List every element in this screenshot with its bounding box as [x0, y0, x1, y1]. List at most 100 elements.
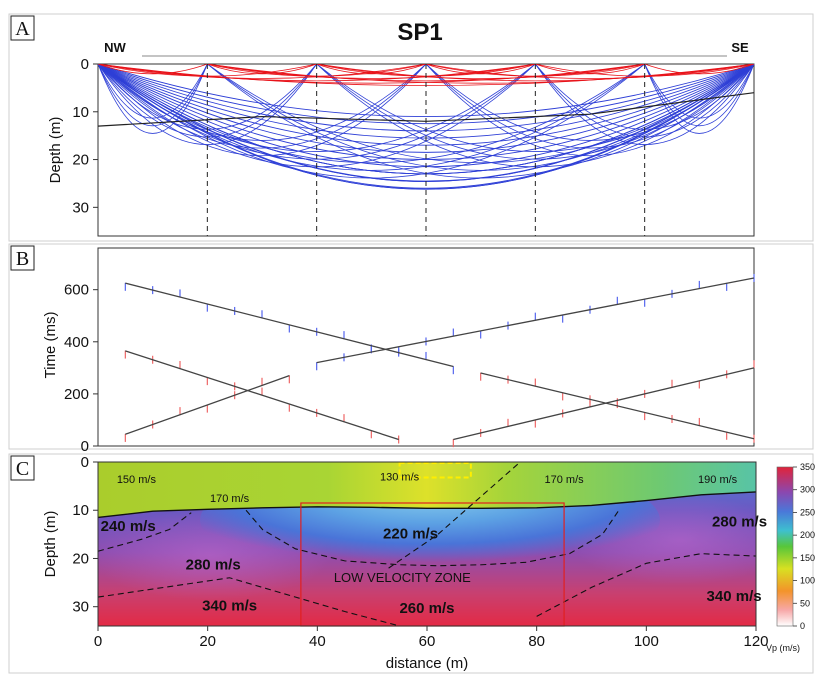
colorbar-tick-label: 300 [800, 485, 815, 495]
panel-b-frame [8, 243, 814, 450]
refractor-interface-line [97, 92, 755, 127]
y-tick-label: 30 [72, 599, 89, 616]
colorbar-tick-label: 50 [800, 598, 810, 608]
blue-ray-arc [316, 64, 755, 160]
velocity-annotation: 240 m/s [101, 518, 156, 535]
blue-ray-arc [97, 64, 755, 160]
velocity-annotation: 280 m/s [186, 557, 241, 574]
panel-a-frame [8, 13, 814, 242]
panel-a-ylabel: Depth (m) [47, 117, 64, 184]
colorbar-tick-label: 100 [800, 576, 815, 586]
blue-ray-arc [97, 64, 317, 145]
panel-c: C 150 m/s 130 m/s 170 m/s 190 m/s 170 m/s 240… [8, 453, 815, 674]
red-ray-arc [316, 64, 427, 75]
colorbar-tick-label: 0 [800, 621, 805, 631]
blue-ray-arc [644, 64, 755, 119]
panel-b-ylabel: Time (ms) [42, 312, 59, 379]
panel-c-xlabel: distance (m) [386, 655, 469, 672]
blue-ray-arc [97, 64, 755, 125]
red-ray-arc [97, 64, 427, 79]
velocity-annotation: 260 m/s [399, 600, 454, 617]
y-tick-label: 0 [81, 454, 89, 471]
x-tick-label: 80 [528, 633, 545, 650]
velocity-boundary [388, 461, 521, 569]
y-tick-label: 30 [72, 199, 89, 216]
y-tick-label: 20 [72, 550, 89, 567]
velocity-annotation: 130 m/s [380, 471, 420, 483]
blue-ray-arc [535, 64, 755, 145]
velocity-annotation: 280 m/s [712, 513, 767, 530]
refractor-interface-line-c [97, 491, 757, 519]
red-ray-arc [97, 64, 208, 75]
red-ray-arc [207, 64, 755, 84]
blue-ray-arc [425, 64, 755, 149]
red-ray-arc [207, 64, 536, 79]
velocity-boundary [97, 512, 192, 552]
panel-c-y-ticks: 0 10 20 30 [72, 454, 98, 616]
velocity-annotation: 340 m/s [707, 588, 762, 605]
panel-c-label-box [10, 455, 35, 481]
blue-ray-arc [97, 64, 208, 119]
nw-label: NW [104, 40, 126, 55]
fit-line [125, 350, 399, 441]
fit-line [125, 282, 454, 368]
blue-ray-arc [97, 64, 427, 156]
velocity-annotations: 150 m/s 130 m/s 170 m/s 190 m/s 170 m/s 240 m… [101, 471, 767, 617]
panel-a: A SP1 NW SE 0 10 20 30 Depth (m) [8, 13, 814, 242]
x-tick-label: 100 [634, 633, 659, 650]
colorbar-ticks: 0 50 100 150 200 250 300 350 [793, 462, 815, 631]
y-tick-label: 200 [64, 386, 89, 403]
blue-ray-arc [207, 64, 755, 164]
colorbar [776, 466, 794, 627]
blue-ray-arc [97, 64, 755, 190]
velocity-annotation: 220 m/s [383, 525, 438, 542]
red-ray-arc [316, 64, 645, 79]
panel-c-x-ticks: 0 20 40 60 80 100 120 [94, 626, 769, 650]
x-tick-label: 60 [419, 633, 436, 650]
fit-line [125, 375, 290, 435]
y-tick-label: 10 [72, 104, 89, 121]
velocity-boundary [536, 553, 757, 617]
velocity-surface-layer [98, 462, 756, 518]
colorbar-tick-label: 250 [800, 507, 815, 517]
colorbar-tick-label: 150 [800, 553, 815, 563]
velocity-boundary [245, 509, 620, 567]
velocity-boundaries [97, 461, 757, 627]
red-ray-arc [425, 64, 755, 79]
blue-ray-arc [97, 64, 427, 141]
panel-b-axes-frame [97, 247, 755, 447]
y-tick-label: 0 [81, 56, 89, 73]
x-tick-label: 20 [199, 633, 216, 650]
panel-b: B 0 200 400 600 Time (ms) [8, 243, 814, 455]
panel-c-ylabel: Depth (m) [42, 511, 59, 578]
blue-ray-arc [97, 64, 427, 149]
y-tick-label: 20 [72, 152, 89, 169]
x-tick-label: 120 [743, 633, 768, 650]
panel-a-y-ticks: 0 10 20 30 [72, 56, 98, 216]
x-tick-label: 40 [309, 633, 326, 650]
panel-a-label: A [15, 18, 30, 40]
blue-ray-arc [425, 64, 755, 141]
red-ray-arc [425, 64, 536, 75]
red-ray-arc [207, 64, 317, 75]
red-ray-arc [644, 64, 755, 75]
yellow-marker-box [398, 462, 472, 479]
panel-b-label-box [10, 245, 35, 271]
blue-ray-arc [425, 64, 755, 156]
y-tick-label: 0 [81, 438, 89, 455]
se-label: SE [731, 40, 749, 55]
x-tick-label: 0 [94, 633, 102, 650]
colorbar-tick-label: 200 [800, 530, 815, 540]
red-ray-arc [207, 64, 645, 82]
panel-a-label-box [10, 15, 35, 41]
velocity-annotation: LOW VELOCITY ZONE [334, 570, 471, 585]
blue-ray-arc [97, 64, 208, 134]
figure-title: SP1 [397, 19, 442, 46]
velocity-annotation: 190 m/s [698, 474, 738, 486]
travel-time-picks [124, 273, 755, 448]
fit-line [316, 277, 755, 364]
receiver-dash-lines [206, 64, 646, 236]
velocity-annotation: 170 m/s [210, 493, 250, 505]
fit-line [453, 367, 755, 441]
